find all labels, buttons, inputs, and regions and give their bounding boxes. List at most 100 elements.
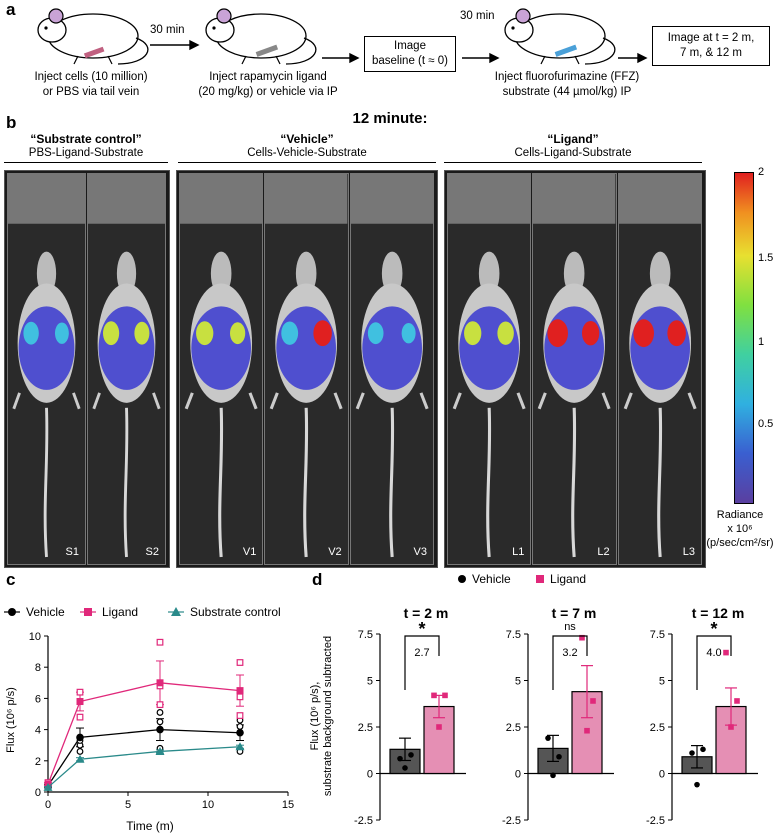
mouse-id-label: S2	[145, 546, 159, 558]
mouse-illustration-2	[205, 8, 317, 65]
panel-d-chart: Flux (10⁶ p/s), substrate background sub…	[309, 605, 758, 827]
mean-marker	[155, 746, 165, 755]
significance-label: ns	[564, 621, 576, 633]
data-point	[76, 713, 84, 721]
mean-marker	[236, 728, 244, 737]
y-tick-label: 2.5	[650, 722, 665, 734]
y-tick-label: 7.5	[358, 629, 373, 641]
mean-marker	[76, 698, 84, 706]
arrow-1-label: 30 min	[150, 24, 185, 36]
mouse-id-label: S1	[65, 546, 79, 558]
image-frame: L1 L2 L3	[444, 170, 706, 568]
significance-bracket	[696, 635, 732, 690]
mouse-illustration-3	[504, 8, 616, 65]
data-point	[431, 692, 437, 699]
image-frame: V1 V2 V3	[176, 170, 438, 568]
image-timepoints-box: Image at t = 2 m, 7 m, & 12 m	[652, 26, 770, 66]
panel-b-label: b	[6, 113, 17, 132]
data-point	[156, 718, 164, 726]
legend-substrate-text: Substrate control	[190, 605, 281, 619]
fold-change-label: 4.0	[706, 647, 721, 659]
y-tick-label: 0	[659, 769, 665, 781]
mouse-image: S1	[7, 173, 86, 565]
y-tick-label: 2	[35, 756, 41, 768]
y-tick-label: 2.5	[506, 722, 521, 734]
data-point	[156, 709, 164, 716]
data-point	[397, 755, 403, 762]
fold-change-label: 3.2	[562, 647, 577, 659]
mouse-id-label: V2	[328, 546, 342, 558]
y-tick-label: 5	[515, 676, 521, 688]
y-tick-label: 10	[29, 631, 41, 643]
y-tick-label: 7.5	[506, 629, 521, 641]
mouse-image: L3	[617, 173, 702, 565]
data-point	[436, 724, 442, 730]
panel-b-title: 12 minute:	[352, 110, 428, 127]
arrow-2-label: 30 min	[460, 10, 495, 22]
panel-d-ylabel-2: substrate background subtracted	[322, 636, 334, 796]
mouse-image: V3	[349, 173, 434, 565]
panel-d-label: d	[312, 570, 323, 589]
panel-d-ylabel-1: Flux (10⁶ p/s),	[309, 682, 321, 751]
step-2-text: Inject rapamycin ligand (20 mg/kg) or veh…	[198, 71, 338, 98]
x-tick-label: 0	[45, 799, 51, 811]
data-point	[236, 712, 244, 719]
mouse-illustration-1	[37, 8, 149, 65]
image-baseline-box: Image baseline (t ≈ 0)	[364, 36, 456, 72]
mean-marker	[156, 725, 164, 734]
data-point	[694, 781, 700, 788]
x-tick-label: 15	[282, 799, 294, 811]
mean-marker	[75, 754, 85, 763]
group-ligand-header: “Ligand” Cells-Ligand-Substrate	[444, 132, 702, 163]
bar-subplot-2: -2.5 0 2.5 5 7.5 t = 7 mns 3.2	[502, 605, 614, 827]
data-point	[236, 723, 244, 730]
panel-d-legend: Vehicle Ligand	[458, 572, 586, 586]
step-1-text: Inject cells (10 million) or PBS via tail…	[34, 71, 148, 98]
data-point	[442, 692, 448, 699]
legend-vehicle-label: Vehicle	[472, 572, 511, 586]
data-point	[76, 688, 84, 696]
mean-marker	[235, 742, 245, 751]
y-tick-label: 0	[515, 769, 521, 781]
colorbar-tick-2: 2	[758, 166, 765, 178]
mouse-id-label: V1	[242, 546, 257, 558]
y-axis-label: Flux (10⁶ p/s)	[5, 687, 17, 753]
mouse-image: V2	[264, 173, 349, 565]
legend-vehicle-text: Vehicle	[26, 605, 65, 619]
panel-c-label: c	[6, 570, 16, 589]
significance-label: *	[710, 619, 717, 639]
data-point	[723, 649, 729, 656]
panel-a-label: a	[6, 0, 16, 19]
mean-marker	[156, 679, 164, 687]
colorbar-tick-0.5: 0.5	[758, 418, 774, 430]
mouse-id-label: L2	[597, 546, 610, 558]
image-frame: S1 S2	[4, 170, 170, 568]
data-point	[156, 638, 164, 646]
data-point	[408, 752, 414, 758]
y-tick-label: 4	[35, 725, 41, 737]
subplot-title: t = 12 m	[692, 605, 745, 621]
bar-subplot-1: -2.5 0 2.5 5 7.5 t = 2 m* 2.7	[354, 605, 466, 827]
y-tick-label: 5	[659, 676, 665, 688]
y-tick-label: 0	[35, 787, 41, 799]
colorbar-tick-1: 1	[758, 336, 765, 348]
data-point	[76, 748, 84, 755]
step-3-text: Inject fluorofurimazine (FFZ) substrate (…	[494, 71, 640, 98]
x-axis-label: Time (m)	[126, 819, 174, 833]
series-line-0	[47, 728, 241, 787]
mouse-id-label: V3	[413, 546, 427, 558]
subplot-title: t = 2 m	[404, 605, 449, 621]
mouse-image: L2	[532, 173, 617, 565]
x-tick-label: 5	[125, 799, 131, 811]
series-line-2	[47, 746, 241, 788]
panel-c-chart: Vehicle Ligand Substrate control 0 5 10 15 0…	[4, 605, 294, 833]
radiance-colorbar	[734, 172, 754, 504]
y-tick-label: 0	[367, 769, 373, 781]
data-point	[402, 765, 408, 771]
mean-marker	[76, 733, 84, 742]
data-point	[579, 634, 585, 641]
mouse-image: S2	[87, 173, 166, 565]
mouse-id-label: L1	[512, 546, 525, 558]
group-vehicle-header: “Vehicle” Cells-Vehicle-Substrate	[178, 132, 436, 163]
data-point	[236, 693, 244, 701]
